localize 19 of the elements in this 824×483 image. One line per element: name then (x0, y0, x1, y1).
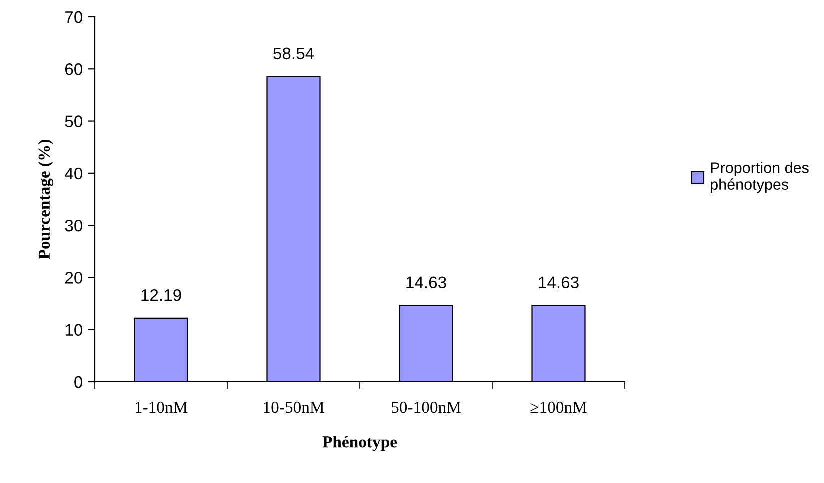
y-tick-label: 10 (66, 324, 83, 336)
x-tick-label: ≥100nM (530, 402, 587, 414)
data-label: 12.19 (142, 289, 182, 302)
data-label: 14.63 (406, 276, 446, 289)
y-tick-label: 60 (66, 64, 83, 76)
y-tick-label: 30 (65, 220, 83, 232)
y-tick-label: 20 (65, 272, 83, 284)
y-tick-label: 50 (65, 116, 83, 128)
y-tick-label: 0 (74, 376, 83, 388)
x-tick-label: 50-100nM (392, 402, 461, 414)
data-label: 14.63 (539, 276, 579, 289)
legend-label: Proportion des phénotypes (711, 162, 809, 194)
x-axis-title: Phénotype (322, 436, 398, 452)
y-tick-label: 40 (65, 168, 83, 180)
y-tick-label: 70 (66, 11, 83, 24)
y-axis-title: Pourcentage (%) (38, 140, 54, 260)
data-label: 58.54 (274, 48, 314, 60)
x-tick-label: 10-50nM (264, 402, 324, 414)
x-tick-label: 1-10nM (136, 402, 188, 414)
